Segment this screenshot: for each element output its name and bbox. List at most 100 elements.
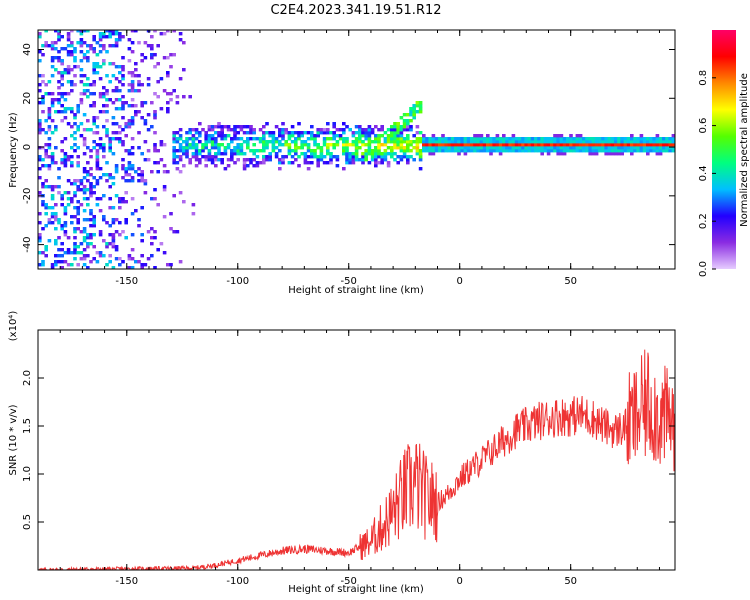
spectrogram-cell: [60, 62, 64, 66]
spectrogram-cell: [422, 143, 426, 147]
spectrogram-cell: [114, 98, 119, 102]
spectrogram-cell: [137, 74, 141, 78]
spectrogram-cell: [540, 140, 544, 144]
spectrogram-cell: [60, 224, 64, 228]
spectrogram-cell: [274, 137, 279, 141]
spectrogram-cell: [294, 152, 298, 156]
spectrogram-cell: [377, 140, 381, 144]
spectrogram-cell: [146, 113, 151, 117]
spectrogram-cell: [143, 179, 148, 183]
spectrogram-cell: [105, 161, 109, 165]
spectrogram-cell: [121, 140, 125, 144]
spectrogram-cell: [348, 158, 352, 162]
spectrogram-cell: [393, 152, 397, 156]
spectrogram-cell: [185, 149, 189, 153]
spectrogram-cell: [86, 146, 90, 150]
spectrogram-cell: [98, 35, 103, 39]
x-tick-label: 0: [457, 576, 463, 587]
spectrogram-cell: [105, 98, 109, 102]
spectrogram-cell: [332, 155, 336, 159]
spectrogram-cell: [108, 146, 112, 150]
spectrogram-cell: [111, 30, 116, 33]
spectrogram-cell: [98, 176, 103, 180]
spectrogram-cell: [108, 254, 112, 258]
spectrogram-cell: [562, 137, 567, 141]
spectrogram-cell: [566, 146, 570, 150]
spectrogram-cell: [281, 155, 285, 159]
spectrogram-cell: [98, 137, 103, 141]
spectrogram-cell: [620, 149, 624, 153]
spectrogram-cell: [530, 143, 535, 147]
colorbar-label: Normalized spectral amplitude: [739, 73, 750, 227]
spectrogram-cell: [198, 140, 202, 144]
spectrogram-cell: [550, 146, 554, 150]
spectrogram-cell: [201, 149, 205, 153]
spectrogram-cell: [607, 149, 612, 153]
spectrogram-cell: [489, 152, 493, 156]
spectrogram-cell: [297, 131, 301, 135]
figure-title: C2E4.2023.341.19.51.R12: [270, 3, 441, 18]
spectrogram-cell: [73, 143, 77, 147]
spectrogram-cell: [207, 128, 212, 132]
spectrogram-cell: [594, 149, 599, 153]
spectrogram-cell: [86, 56, 90, 60]
spectrogram-cell: [102, 143, 106, 147]
spectrogram-cell: [166, 56, 170, 60]
spectrogram-cell: [150, 53, 154, 57]
spectrogram-cell: [95, 143, 100, 147]
spectrogram-cell: [374, 155, 378, 159]
spectrogram-cell: [306, 167, 311, 171]
spectrogram-cell: [166, 71, 170, 75]
spectrogram-cell: [409, 119, 413, 123]
spectrogram-cell: [316, 143, 320, 147]
spectrogram-cell: [473, 143, 477, 147]
spectrogram-cell: [290, 140, 295, 144]
spectrogram-cell: [50, 206, 55, 210]
spectrogram-cell: [111, 32, 116, 36]
spectrogram-cell: [70, 50, 74, 54]
spectrogram-cell: [50, 92, 55, 96]
spectrogram-cell: [41, 185, 45, 189]
spectrogram-cell: [127, 254, 132, 258]
spectrogram-cell: [121, 107, 125, 111]
spectrogram-cell: [86, 236, 90, 240]
spectrogram-cell: [89, 209, 93, 213]
spectrogram-cell: [370, 155, 375, 159]
spectrogram-cell: [169, 92, 173, 96]
spectrogram-cell: [649, 149, 653, 153]
spectrogram-cell: [370, 140, 375, 144]
spectrogram-cell: [294, 131, 298, 135]
spectrogram-cell: [82, 230, 87, 234]
spectrogram-cell: [495, 137, 500, 141]
spectrogram-cell: [226, 164, 231, 168]
spectrogram-cell: [44, 92, 48, 96]
spectrogram-cell: [140, 233, 144, 237]
spectrogram-cell: [374, 137, 378, 141]
spectrogram-cell: [60, 248, 64, 252]
spectrogram-cell: [38, 212, 42, 216]
spectrogram-cell: [671, 134, 675, 138]
spectrogram-cell: [47, 206, 52, 210]
spectrogram-cell: [623, 140, 628, 144]
spectrogram-cell: [194, 164, 199, 168]
spectrogram-cell: [63, 92, 68, 96]
spectrogram-cell: [82, 83, 87, 87]
spectrogram-cell: [233, 149, 237, 153]
spectrogram-cell: [399, 125, 404, 129]
spectrogram-cell: [233, 137, 237, 141]
spectrogram-cell: [594, 152, 599, 156]
spectrogram-cell: [98, 95, 103, 99]
spectrogram-cell: [582, 143, 586, 147]
spectrogram-cell: [108, 185, 112, 189]
spectrogram-cell: [41, 251, 45, 255]
spectrogram-cell: [370, 149, 375, 153]
spectrogram-cell: [130, 98, 135, 102]
spectrogram-cell: [76, 206, 80, 210]
spectrogram-cell: [428, 143, 432, 147]
spectrogram-cell: [60, 92, 64, 96]
spectrogram-cell: [239, 143, 244, 147]
spectrogram-cell: [41, 200, 45, 204]
spectrogram-cell: [358, 131, 362, 135]
spectrogram-cell: [153, 110, 157, 114]
spectrogram-cell: [76, 227, 80, 231]
